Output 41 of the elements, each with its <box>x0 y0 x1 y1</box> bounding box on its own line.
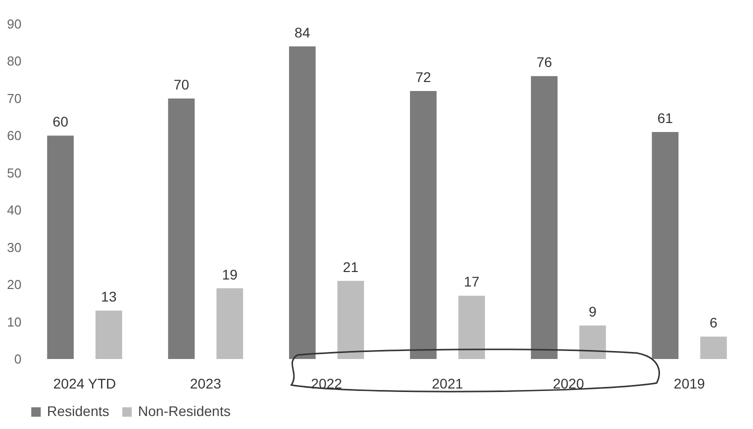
legend-label: Non-Residents <box>138 403 231 419</box>
data-label: 19 <box>222 266 238 282</box>
bar <box>168 98 195 359</box>
bar <box>458 296 485 359</box>
bar <box>410 91 437 359</box>
bar <box>579 326 606 359</box>
x-tick-label: 2020 <box>552 376 584 392</box>
data-label: 70 <box>174 76 190 92</box>
data-label: 17 <box>464 274 480 290</box>
bar <box>96 310 122 359</box>
bar <box>47 136 74 359</box>
y-tick-label: 50 <box>7 165 22 180</box>
y-tick-label: 10 <box>7 314 22 330</box>
y-tick-label: 0 <box>14 352 22 366</box>
bar <box>530 76 558 359</box>
data-label: 72 <box>415 69 432 85</box>
data-label: 9 <box>588 304 597 320</box>
y-tick-label: 40 <box>7 202 22 218</box>
data-label: 6 <box>710 314 718 331</box>
x-tick-label: 2024 YTD <box>53 376 116 392</box>
data-label: 60 <box>52 114 68 130</box>
bar <box>700 336 727 359</box>
y-tick-label: 30 <box>7 240 22 255</box>
bar <box>216 288 244 359</box>
data-label: 13 <box>101 288 117 305</box>
legend-label: Residents <box>47 403 110 419</box>
y-tick-label: 70 <box>7 90 22 106</box>
data-label: 61 <box>657 110 674 126</box>
bar <box>652 132 678 359</box>
x-tick-label: 2023 <box>190 376 222 392</box>
data-label: 21 <box>342 258 359 275</box>
x-tick-label: 2019 <box>674 376 706 392</box>
x-tick-label: 2021 <box>432 376 464 392</box>
bar <box>289 46 316 359</box>
y-tick-label: 90 <box>7 16 22 32</box>
y-tick-label: 20 <box>7 277 22 292</box>
bar <box>337 280 364 359</box>
y-tick-label: 60 <box>7 128 22 144</box>
y-tick-label: 80 <box>7 54 22 69</box>
data-label: 84 <box>294 24 310 40</box>
data-label: 76 <box>536 54 552 70</box>
